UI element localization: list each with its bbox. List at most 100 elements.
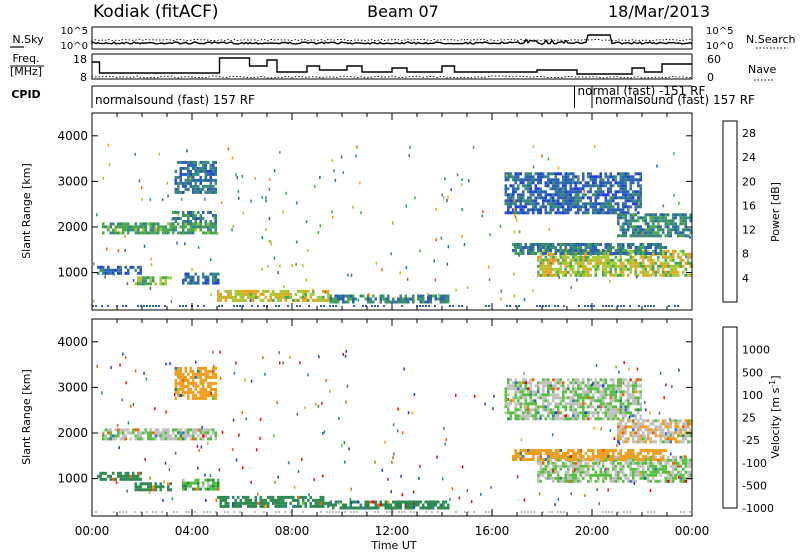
heatmap-cell <box>582 255 585 259</box>
heatmap-cell <box>679 464 682 468</box>
heatmap-cell <box>583 189 585 193</box>
heatmap-cell <box>634 473 637 477</box>
heatmap-cell <box>514 458 517 461</box>
heatmap-cell <box>519 402 522 406</box>
heatmap-cell <box>197 278 200 282</box>
heatmap-cell <box>259 504 262 508</box>
heatmap-cell <box>632 175 635 179</box>
heatmap-cell <box>354 506 357 510</box>
heatmap-cell <box>572 202 575 206</box>
heatmap-cell <box>170 218 173 222</box>
heatmap-cell <box>259 498 262 502</box>
heatmap-cell <box>557 387 560 391</box>
heatmap-cell <box>577 452 580 455</box>
heatmap-cell <box>642 467 645 471</box>
heatmap-cell <box>557 497 560 501</box>
heatmap-cell <box>119 231 122 235</box>
heatmap-cell <box>617 476 620 480</box>
heatmap-cell <box>293 485 296 489</box>
heatmap-cell <box>379 500 382 504</box>
heatmap-cell <box>597 414 600 418</box>
heatmap-cell <box>274 504 277 508</box>
heatmap-cell <box>567 473 570 477</box>
heatmap-cell <box>119 222 122 226</box>
heatmap-cell <box>267 495 270 499</box>
heatmap-cell <box>547 458 550 461</box>
heatmap-cell <box>224 289 227 293</box>
heatmap-cell <box>554 455 557 458</box>
heatmap-cell <box>179 384 182 388</box>
heatmap-cell <box>597 258 600 262</box>
heatmap-cell <box>544 211 547 215</box>
heatmap-cell <box>244 298 247 302</box>
heatmap-cell <box>582 187 585 191</box>
heatmap-cell <box>119 225 122 229</box>
heatmap-cell <box>662 458 665 461</box>
heatmap-cell <box>664 437 667 441</box>
heatmap-cell <box>532 205 535 209</box>
heatmap-cell <box>137 471 140 475</box>
heatmap-cell <box>564 458 567 461</box>
heatmap-cell <box>594 199 597 203</box>
colorbar-tick-label: 1000 <box>742 344 770 357</box>
heatmap-cell <box>577 196 580 200</box>
heatmap-cell <box>687 470 690 474</box>
heatmap-cell <box>572 399 575 403</box>
heatmap-cell <box>552 479 555 483</box>
heatmap-cell <box>619 196 622 200</box>
heatmap-cell <box>189 160 192 164</box>
heatmap-cell <box>607 405 610 409</box>
heatmap-cell <box>272 292 275 296</box>
heatmap-cell <box>607 205 610 209</box>
heatmap-cell <box>529 399 532 403</box>
heatmap-cell <box>619 411 622 415</box>
heatmap-cell <box>614 393 617 397</box>
heatmap-cell <box>619 384 622 388</box>
heatmap-cell <box>537 202 540 206</box>
heatmap-cell <box>572 408 575 412</box>
heatmap-cell <box>549 449 552 452</box>
heatmap-cell <box>684 219 687 223</box>
heatmap-cell <box>639 384 642 388</box>
heatmap-cell <box>632 458 635 462</box>
heatmap-cell <box>209 511 211 513</box>
heatmap-cell <box>204 478 207 482</box>
heatmap-cell <box>227 504 230 508</box>
heatmap-cell <box>147 437 150 441</box>
heatmap-cell <box>617 202 620 206</box>
heatmap-cell <box>212 481 215 485</box>
heatmap-cell <box>669 258 672 262</box>
heatmap-cell <box>619 246 622 249</box>
heatmap-cell <box>577 202 580 206</box>
heatmap-cell <box>619 172 622 176</box>
heatmap-cell <box>468 179 470 183</box>
heatmap-cell <box>579 384 582 388</box>
heatmap-cell <box>609 190 612 194</box>
heatmap-cell <box>277 271 279 275</box>
heatmap-cell <box>347 273 349 277</box>
heatmap-cell <box>404 294 407 298</box>
heatmap-cell <box>549 476 552 480</box>
heatmap-cell <box>669 255 672 259</box>
heatmap-cell <box>207 369 210 373</box>
heatmap-cell <box>537 417 540 421</box>
heatmap-cell <box>204 222 207 226</box>
heatmap-cell <box>350 273 353 277</box>
heatmap-cell <box>602 479 605 483</box>
heatmap-cell <box>512 175 515 179</box>
heatmap-cell <box>179 175 182 179</box>
heatmap-cell <box>412 294 415 298</box>
heatmap-cell <box>649 228 652 232</box>
heatmap-cell <box>392 297 395 301</box>
heatmap-cell <box>622 267 625 271</box>
heatmap-cell <box>187 481 190 485</box>
heatmap-cell <box>562 417 565 421</box>
heatmap-cell <box>401 493 403 497</box>
heatmap-cell <box>165 410 167 414</box>
heatmap-cell <box>567 417 570 421</box>
heatmap-cell <box>627 396 630 400</box>
heatmap-cell <box>577 449 580 452</box>
heatmap-cell <box>637 408 640 412</box>
heatmap-cell <box>674 305 676 307</box>
heatmap-cell <box>532 202 535 206</box>
